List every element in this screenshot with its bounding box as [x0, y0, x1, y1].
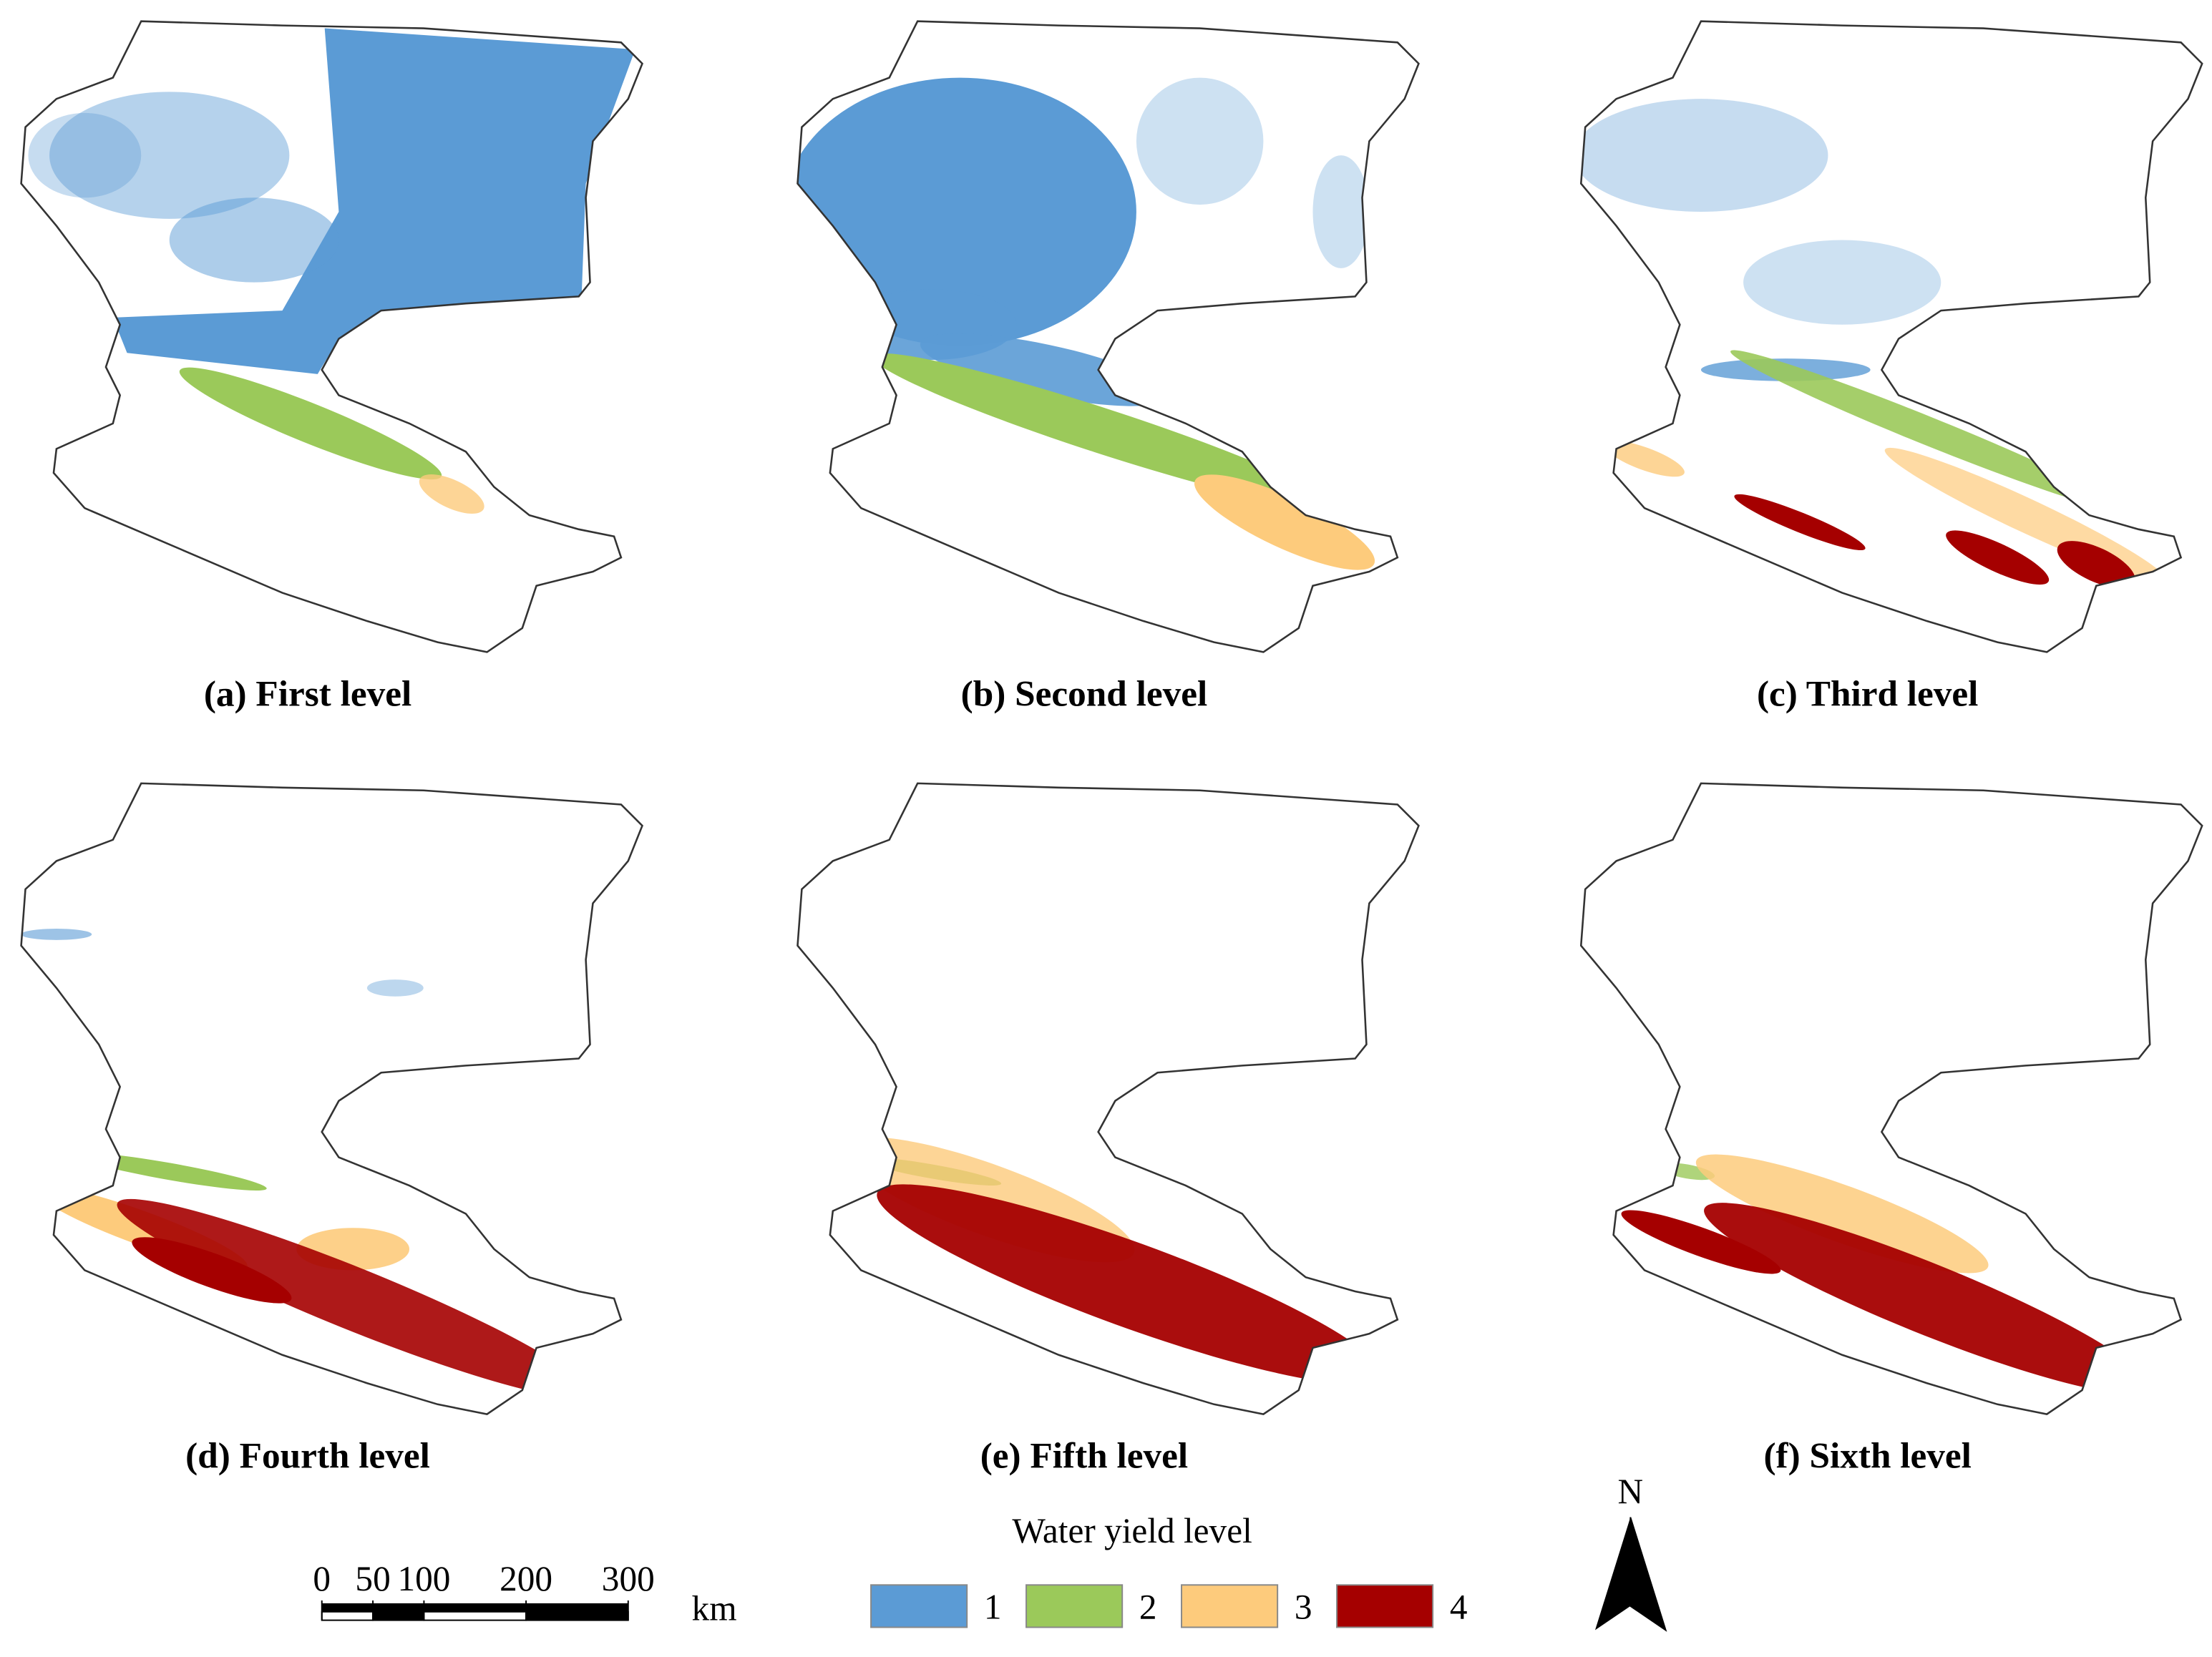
- panel-caption: (b) Second level: [961, 673, 1208, 714]
- map-outline: [796, 782, 1420, 1415]
- panel-caption: (a) First level: [204, 673, 411, 714]
- water-yield-region: [1136, 77, 1264, 205]
- legend-swatch: [870, 1584, 968, 1628]
- map-outline: [1579, 20, 2203, 653]
- scale-bar-segment: [321, 1610, 374, 1621]
- water-yield-region: [1704, 1203, 2150, 1394]
- water-yield-region: [132, 1237, 292, 1304]
- water-yield-region: [1621, 1210, 1781, 1274]
- water-yield-region: [366, 979, 424, 997]
- map-panel: (e) Fifth level: [796, 782, 1420, 1477]
- legend-label: 3: [1295, 1588, 1312, 1627]
- map-fill: [1581, 783, 2203, 1414]
- scale-bar-label: 0: [313, 1559, 331, 1598]
- map-fill: [797, 21, 1419, 652]
- scale-bar-label: 50: [355, 1559, 390, 1598]
- legend-swatch: [1336, 1584, 1434, 1628]
- map-outline: [1579, 782, 2203, 1415]
- water-yield-region: [117, 1198, 589, 1398]
- map-fill: [21, 783, 643, 1414]
- north-arrow-left: [1594, 1517, 1631, 1631]
- water-yield-region: [49, 92, 290, 219]
- map-panel: (c) Third level: [1579, 20, 2203, 714]
- north-label: N: [1618, 1472, 1644, 1511]
- water-yield-region: [112, 28, 635, 374]
- map-panel: (a) First level: [20, 20, 644, 714]
- water-yield-region: [72, 1152, 267, 1191]
- scale-bar-segment: [525, 1610, 629, 1621]
- water-yield-region: [28, 112, 142, 198]
- water-yield-region: [1695, 1154, 1989, 1274]
- map-panel: (b) Second level: [796, 20, 1420, 714]
- water-yield-region: [1194, 474, 1375, 570]
- water-yield-region: [1743, 240, 1941, 325]
- scale-bar-label: 200: [500, 1559, 552, 1598]
- map-outline: [20, 782, 644, 1415]
- north-arrow-right: [1629, 1517, 1667, 1632]
- legend-swatch: [1025, 1584, 1124, 1628]
- legend-label: 2: [1139, 1588, 1157, 1627]
- water-yield-region: [1604, 441, 1685, 477]
- water-yield-region: [419, 474, 484, 514]
- legend-swatch: [1181, 1584, 1279, 1628]
- map-background: [1581, 21, 2203, 652]
- map-outline: [796, 20, 1420, 653]
- water-yield-region: [179, 367, 442, 480]
- legend-label: 4: [1450, 1588, 1468, 1627]
- scale-bar-segment: [424, 1603, 527, 1612]
- water-yield-region: [1730, 350, 2123, 512]
- scale-bar-segment: [373, 1603, 424, 1612]
- water-yield-region: [1734, 494, 1866, 551]
- map-fill: [21, 21, 643, 652]
- map-fill: [1581, 21, 2203, 652]
- legend-title: Water yield level: [1012, 1511, 1252, 1550]
- scale-bar-segment: [321, 1603, 374, 1612]
- panel-caption: (e) Fifth level: [980, 1436, 1188, 1477]
- scale-bar-label: 300: [602, 1559, 655, 1598]
- map-background: [797, 783, 1419, 1414]
- north-arrow: N: [1594, 1472, 1667, 1632]
- map-panel: (d) Fourth level: [20, 782, 644, 1477]
- water-yield-region: [1946, 530, 2050, 585]
- panel-caption: (c) Third level: [1757, 673, 1978, 714]
- panel-caption: (f) Sixth level: [1763, 1436, 1971, 1477]
- map-outline: [20, 20, 644, 653]
- water-yield-region: [1312, 155, 1370, 268]
- water-yield-region: [169, 197, 339, 283]
- scale-bar-segment: [526, 1603, 628, 1612]
- panel-caption: (d) Fourth level: [185, 1436, 430, 1477]
- water-yield-region: [1581, 99, 1828, 212]
- map-panel: (f) Sixth level: [1579, 782, 2203, 1477]
- scale-bar-unit: km: [692, 1589, 737, 1628]
- water-yield-region: [872, 353, 1330, 508]
- water-yield-region: [2057, 541, 2135, 589]
- water-yield-region: [21, 929, 92, 940]
- legend-label: 1: [984, 1588, 1002, 1627]
- water-yield-region: [877, 1184, 1382, 1384]
- scale-bar-label: 100: [397, 1559, 450, 1598]
- scale-bar-segment: [423, 1610, 527, 1621]
- map-fill: [797, 783, 1419, 1414]
- water-yield-region: [920, 333, 1169, 406]
- scale-bar-segment: [372, 1610, 425, 1621]
